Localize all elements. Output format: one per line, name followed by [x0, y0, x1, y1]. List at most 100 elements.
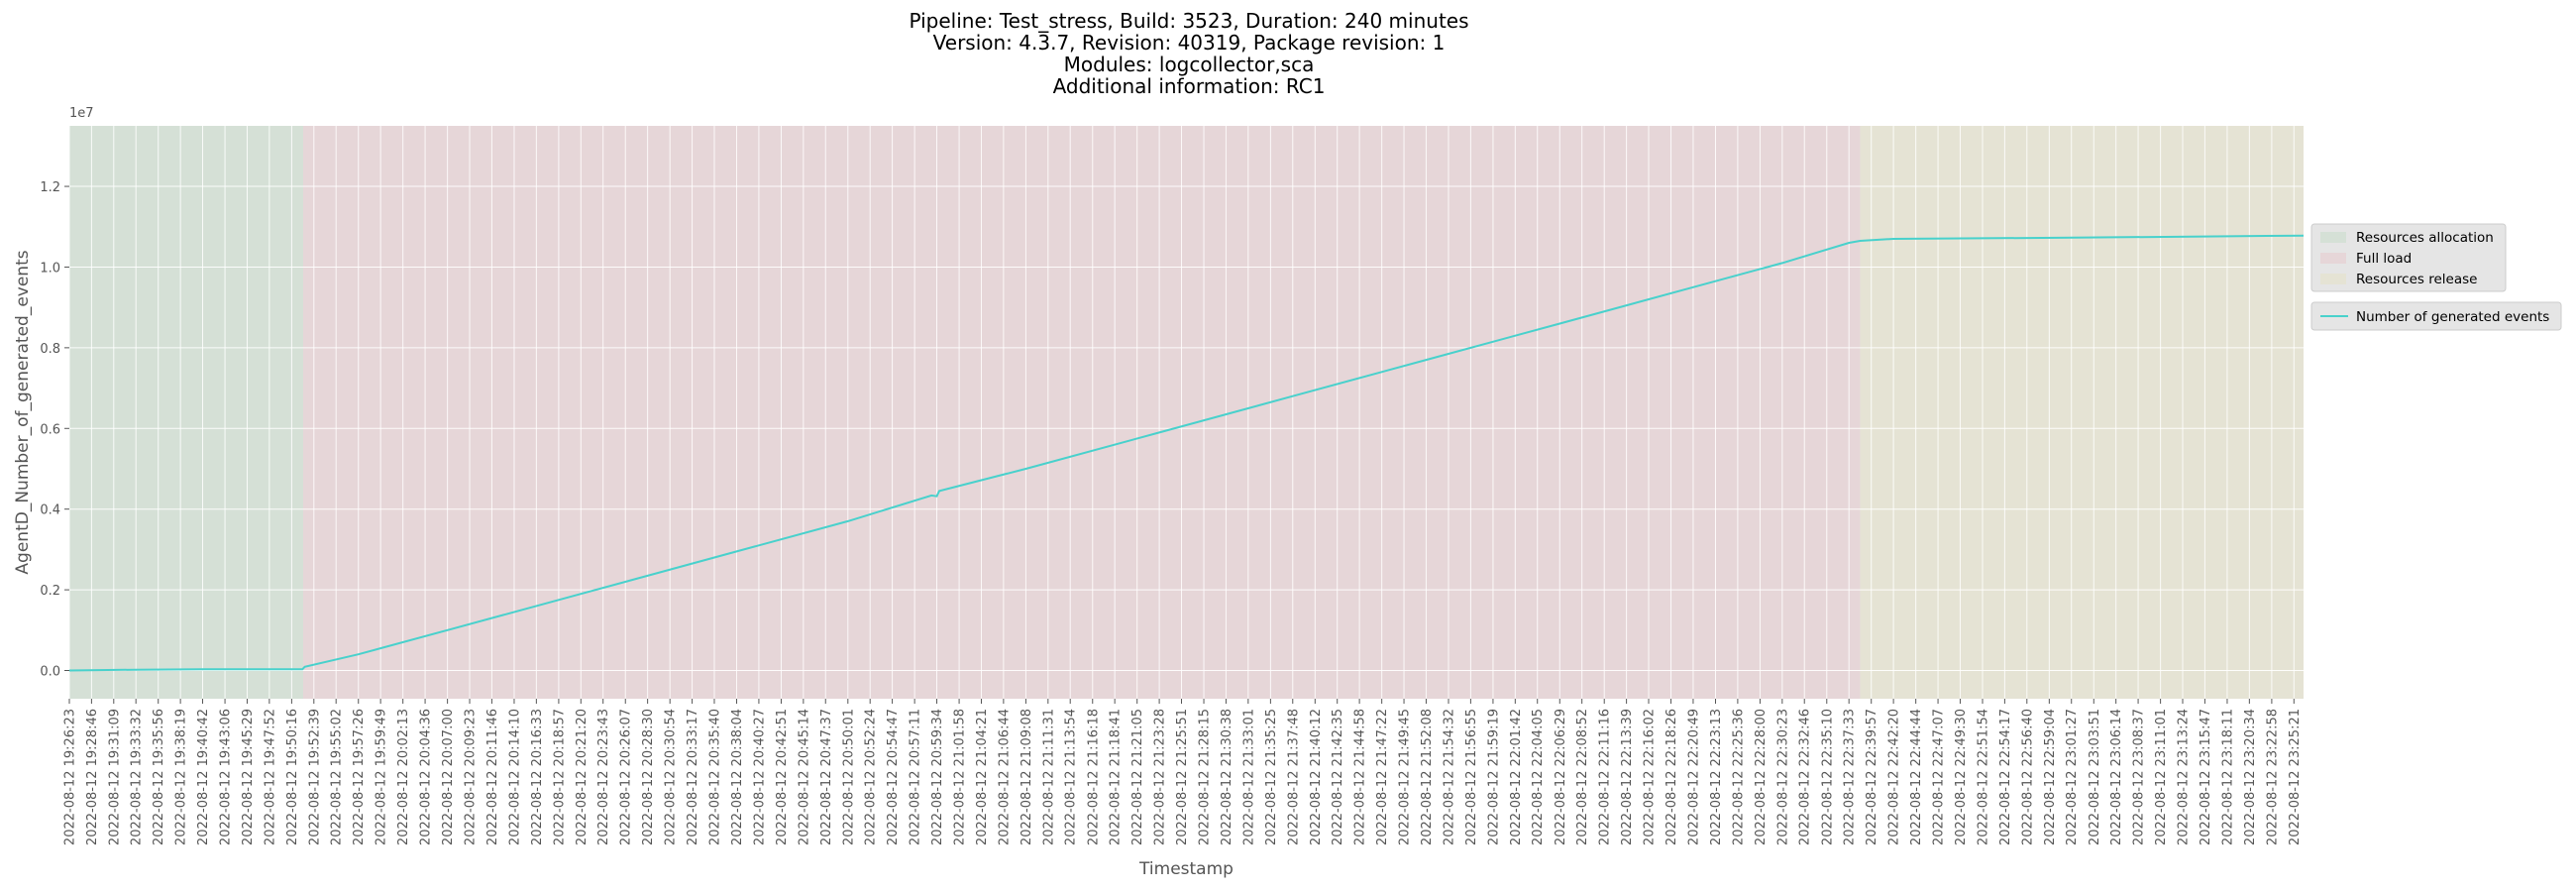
title-line: Additional information: RC1: [1052, 74, 1326, 98]
x-tick-label: 2022-08-12 21:04:21: [975, 709, 990, 845]
x-tick-label: 2022-08-12 20:04:36: [419, 709, 434, 845]
x-tick-label: 2022-08-12 19:31:09: [107, 709, 122, 845]
x-tick-label: 2022-08-12 21:35:25: [1264, 709, 1279, 845]
chart-title: Pipeline: Test_stress, Build: 3523, Dura…: [0, 10, 2378, 97]
x-tick-label: 2022-08-12 19:47:52: [263, 709, 277, 845]
x-tick-label: 2022-08-12 20:07:00: [441, 709, 456, 845]
x-tick-label: 2022-08-12 20:59:34: [930, 709, 945, 845]
x-tick-label: 2022-08-12 20:11:46: [485, 709, 500, 845]
x-tick-label: 2022-08-12 22:49:30: [1954, 709, 1969, 845]
x-tick-label: 2022-08-12 22:25:36: [1731, 709, 1746, 845]
x-tick-label: 2022-08-12 23:11:01: [2154, 709, 2169, 845]
x-tick-label: 2022-08-12 21:54:32: [1442, 709, 1456, 845]
x-tick-label: 2022-08-12 19:57:26: [352, 709, 367, 845]
x-tick-label: 2022-08-12 20:21:20: [575, 709, 590, 845]
y-tick-label: 0.0: [40, 665, 60, 680]
x-tick-label: 2022-08-12 20:40:27: [752, 709, 767, 845]
x-tick-label: 2022-08-12 20:47:37: [819, 709, 834, 845]
y-axis-label: AgentD_Number_of_generated_events: [13, 250, 33, 574]
x-tick-label: 2022-08-12 22:16:02: [1643, 709, 1658, 845]
x-tick-label: 2022-08-12 21:49:45: [1398, 709, 1413, 845]
x-tick-label: 2022-08-12 21:09:08: [1020, 709, 1034, 845]
x-tick-label: 2022-08-12 21:18:41: [1109, 709, 1124, 845]
x-tick-label: 2022-08-12 22:47:07: [1932, 709, 1947, 845]
x-tick-label: 2022-08-12 22:30:23: [1775, 709, 1790, 845]
x-tick-label: 2022-08-12 22:37:33: [1843, 709, 1858, 845]
x-tick-label: 2022-08-12 20:38:04: [730, 709, 745, 845]
x-tick-label: 2022-08-12 21:40:12: [1309, 709, 1324, 845]
x-tick-label: 2022-08-12 20:30:54: [664, 709, 679, 845]
x-tick-label: 2022-08-12 21:33:01: [1241, 709, 1256, 845]
x-tick-label: 2022-08-12 22:23:13: [1709, 709, 1724, 845]
x-tick-label: 2022-08-12 20:14:10: [507, 709, 522, 845]
x-tick-label: 2022-08-12 21:52:08: [1420, 709, 1435, 845]
x-tick-label: 2022-08-12 21:56:55: [1464, 709, 1479, 845]
legend-label: Resources allocation: [2356, 230, 2494, 246]
x-tick-label: 2022-08-12 23:01:27: [2065, 709, 2080, 845]
phase-band: [1860, 126, 2304, 699]
x-tick-label: 2022-08-12 22:11:16: [1598, 709, 1613, 845]
x-tick-label: 2022-08-12 23:06:14: [2109, 709, 2124, 845]
legend-swatch: [2320, 232, 2346, 243]
x-tick-label: 2022-08-12 20:28:30: [641, 709, 656, 845]
x-tick-label: 2022-08-12 19:38:19: [174, 709, 189, 845]
x-tick-label: 2022-08-12 23:03:51: [2088, 709, 2102, 845]
legend-swatch: [2320, 253, 2346, 264]
x-tick-label: 2022-08-12 22:54:17: [1998, 709, 2013, 845]
x-tick-label: 2022-08-12 19:52:39: [307, 709, 322, 845]
x-tick-label: 2022-08-12 19:40:42: [196, 709, 211, 845]
x-tick-label: 2022-08-12 21:30:38: [1220, 709, 1234, 845]
x-tick-label: 2022-08-12 19:45:29: [241, 709, 256, 845]
x-tick-label: 2022-08-12 20:18:57: [552, 709, 567, 845]
x-tick-label: 2022-08-12 23:08:37: [2132, 709, 2147, 845]
x-tick-label: 2022-08-12 23:25:21: [2288, 709, 2303, 845]
x-tick-label: 2022-08-12 20:33:17: [686, 709, 700, 845]
x-tick-label: 2022-08-12 22:51:54: [1977, 709, 1991, 845]
x-tick-label: 2022-08-12 19:26:23: [63, 709, 78, 845]
x-tick-label: 2022-08-12 22:18:26: [1664, 709, 1679, 845]
x-tick-label: 2022-08-12 22:28:00: [1754, 709, 1769, 845]
x-tick-label: 2022-08-12 21:16:18: [1086, 709, 1101, 845]
x-tick-label: 2022-08-12 22:44:44: [1909, 709, 1924, 845]
x-tick-label: 2022-08-12 22:20:49: [1686, 709, 1701, 845]
x-tick-label: 2022-08-12 20:23:43: [596, 709, 611, 845]
x-axis-label: Timestamp: [1138, 859, 1234, 879]
y-tick-label: 0.6: [40, 422, 60, 437]
x-tick-label: 2022-08-12 20:35:40: [707, 709, 722, 845]
x-tick-label: 2022-08-12 22:35:10: [1820, 709, 1835, 845]
y-tick-label: 0.4: [40, 503, 60, 518]
x-tick-label: 2022-08-12 22:08:52: [1575, 709, 1590, 845]
x-tick-label: 2022-08-12 20:16:33: [530, 709, 545, 845]
y-tick-label: 0.8: [40, 342, 60, 357]
x-tick-label: 2022-08-12 21:01:58: [953, 709, 968, 845]
x-tick-label: 2022-08-12 21:06:44: [997, 709, 1012, 845]
x-tick-label: 2022-08-12 23:18:11: [2220, 709, 2235, 845]
title-line: Modules: logcollector,sca: [1063, 53, 1315, 76]
x-tick-label: 2022-08-12 23:15:47: [2199, 709, 2213, 845]
x-tick-label: 2022-08-12 19:55:02: [330, 709, 345, 845]
title-line: Version: 4.3.7, Revision: 40319, Package…: [932, 31, 1446, 55]
series-legend: [2310, 301, 2562, 331]
title-line: Pipeline: Test_stress, Build: 3523, Dura…: [909, 9, 1469, 33]
x-tick-label: 2022-08-12 20:57:11: [909, 709, 923, 845]
x-tick-label: 2022-08-12 21:23:28: [1153, 709, 1168, 845]
x-tick-label: 2022-08-12 20:54:47: [886, 709, 901, 845]
x-tick-label: 2022-08-12 20:02:13: [396, 709, 411, 845]
x-tick-label: 2022-08-12 22:01:42: [1509, 709, 1524, 845]
legend-swatch: [2320, 274, 2346, 284]
x-tick-label: 2022-08-12 23:22:58: [2265, 709, 2280, 845]
x-tick-label: 2022-08-12 22:56:40: [2020, 709, 2035, 845]
x-tick-label: 2022-08-12 19:33:32: [130, 709, 145, 845]
x-tick-label: 2022-08-12 22:39:57: [1865, 709, 1879, 845]
phase-legend: [2310, 223, 2507, 292]
x-tick-label: 2022-08-12 20:52:24: [864, 709, 879, 845]
y-tick-label: 1.0: [40, 261, 60, 276]
x-tick-label: 2022-08-12 22:13:39: [1620, 709, 1635, 845]
phase-band: [302, 126, 1861, 699]
x-tick-label: 2022-08-12 21:37:48: [1286, 709, 1301, 845]
x-tick-label: 2022-08-12 21:11:31: [1041, 709, 1056, 845]
x-tick-label: 2022-08-12 22:32:46: [1798, 709, 1813, 845]
legend-label: Number of generated events: [2356, 309, 2549, 325]
x-tick-label: 2022-08-12 21:42:35: [1331, 709, 1345, 845]
